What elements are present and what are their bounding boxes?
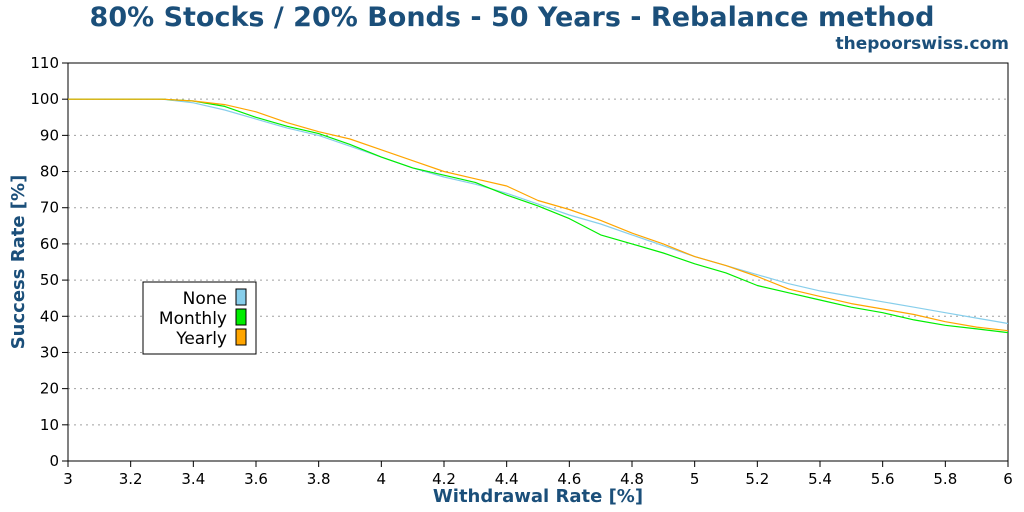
chart-subtitle: thepoorswiss.com <box>836 34 1010 54</box>
y-tick-label: 100 <box>30 90 59 108</box>
y-tick-label: 30 <box>40 343 59 361</box>
chart-title: 80% Stocks / 20% Bonds - 50 Years - Reba… <box>90 2 935 33</box>
x-tick-label: 3.6 <box>244 470 268 488</box>
legend-swatch-yearly <box>235 328 247 346</box>
x-tick-label: 3.2 <box>119 470 143 488</box>
x-tick-label: 5.4 <box>808 470 832 488</box>
y-axis-title: Success Rate [%] <box>8 175 29 350</box>
y-tick-label: 10 <box>40 416 59 434</box>
x-tick-label: 3 <box>63 470 73 488</box>
x-tick-label: 3.8 <box>307 470 331 488</box>
x-tick-label: 6 <box>1003 470 1013 488</box>
y-tick-label: 80 <box>40 163 59 181</box>
x-tick-label: 3.4 <box>181 470 205 488</box>
axis-ticks: 0 10 20 30 40 50 60 70 80 90 100 110 3 3.2 3.4 3.6 3.8 4 4… <box>30 54 1012 488</box>
x-tick-label: 4.2 <box>432 470 456 488</box>
x-tick-label: 4 <box>377 470 387 488</box>
series-line-yearly <box>68 98 1009 332</box>
x-tick-label: 5 <box>690 470 700 488</box>
y-tick-label: 50 <box>40 271 59 289</box>
grid-lines <box>68 98 1008 426</box>
y-tick-label: 0 <box>49 452 59 470</box>
legend-swatch-none <box>235 288 247 306</box>
x-tick-label: 4.6 <box>557 470 581 488</box>
y-tick-label: 60 <box>40 235 59 253</box>
x-tick-label: 5.2 <box>745 470 769 488</box>
y-tick-label: 90 <box>40 126 59 144</box>
series-line-none <box>68 98 1009 325</box>
y-tick-label: 70 <box>40 199 59 217</box>
x-tick-label: 4.4 <box>495 470 519 488</box>
y-tick-label: 20 <box>40 380 59 398</box>
x-tick-label: 5.6 <box>871 470 895 488</box>
legend-label-yearly: Yearly <box>175 329 227 349</box>
series-line-monthly <box>68 98 1009 334</box>
legend-swatch-monthly <box>235 308 247 326</box>
y-tick-label: 110 <box>30 54 59 72</box>
x-axis-title: Withdrawal Rate [%] <box>433 486 643 507</box>
series-lines <box>68 98 1009 334</box>
x-tick-label: 5.8 <box>933 470 957 488</box>
legend-label-none: None <box>183 289 227 309</box>
x-tick-label: 4.8 <box>620 470 644 488</box>
plot-area <box>67 62 1009 462</box>
legend-label-monthly: Monthly <box>159 309 227 329</box>
y-tick-label: 40 <box>40 307 59 325</box>
